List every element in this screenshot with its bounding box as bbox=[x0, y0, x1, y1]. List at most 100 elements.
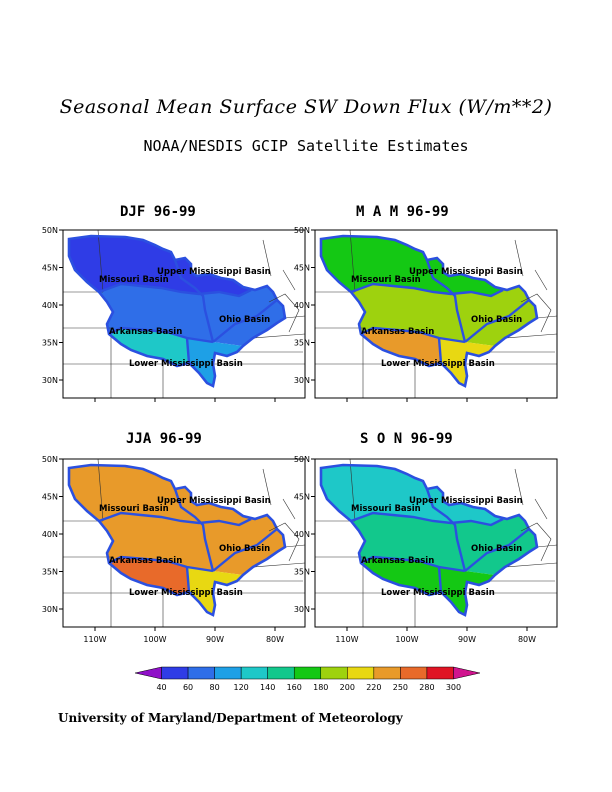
x-tick-label: 100W bbox=[143, 635, 166, 644]
y-tick-label: 45N bbox=[294, 493, 310, 502]
y-tick-label: 50N bbox=[294, 226, 310, 235]
state-boundary bbox=[534, 269, 548, 291]
basin-outline bbox=[67, 463, 287, 617]
colorbar-swatch bbox=[240, 666, 268, 680]
y-tick-label: 50N bbox=[42, 455, 58, 464]
basin-label: Upper Mississippi Basin bbox=[409, 267, 523, 277]
x-tick-label: 90W bbox=[206, 635, 224, 644]
panel-title-jja: JJA 96-99 bbox=[126, 431, 202, 447]
state-boundary bbox=[97, 229, 104, 293]
colorbar-label: 200 bbox=[340, 683, 355, 692]
basin-boundary bbox=[360, 326, 466, 344]
flux-region-southwest bbox=[109, 557, 189, 595]
x-tick-label: 110W bbox=[83, 635, 106, 644]
colorbar-label: 300 bbox=[446, 683, 461, 692]
basin-outline bbox=[319, 234, 539, 388]
state-boundary bbox=[349, 458, 356, 522]
colorbar-swatch bbox=[187, 666, 215, 680]
map-frame bbox=[314, 229, 558, 399]
colorbar-label: 250 bbox=[393, 683, 408, 692]
x-tick-label: 110W bbox=[335, 635, 358, 644]
basin-boundary bbox=[108, 326, 214, 344]
y-tick-label: 50N bbox=[42, 226, 58, 235]
y-tick-label: 45N bbox=[42, 264, 58, 273]
y-tick-label: 30N bbox=[294, 605, 310, 614]
basin-boundary bbox=[98, 282, 252, 298]
colorbar-swatch bbox=[267, 666, 295, 680]
flux-region-mid bbox=[99, 284, 285, 346]
basin-label: Lower Mississippi Basin bbox=[129, 359, 243, 369]
colorbar-label: 220 bbox=[366, 683, 381, 692]
basin-label: Ohio Basin bbox=[219, 315, 270, 325]
basin-label: Arkansas Basin bbox=[361, 327, 434, 337]
coastline bbox=[520, 293, 552, 333]
basin-boundary bbox=[437, 566, 443, 593]
x-tick-label: 80W bbox=[266, 635, 284, 644]
panel-title-djf: DJF 96-99 bbox=[120, 204, 196, 220]
colorbar-swatch bbox=[320, 666, 348, 680]
state-boundary bbox=[284, 544, 306, 548]
flux-region-north bbox=[321, 236, 503, 296]
y-tick-label: 45N bbox=[42, 493, 58, 502]
state-boundary bbox=[504, 562, 558, 568]
y-tick-label: 30N bbox=[42, 605, 58, 614]
basin-boundary bbox=[437, 337, 443, 364]
state-boundary bbox=[504, 333, 558, 339]
basin-boundary bbox=[185, 566, 191, 593]
state-boundary bbox=[282, 269, 296, 291]
colorbar-label: 160 bbox=[287, 683, 302, 692]
basin-boundary bbox=[425, 259, 467, 343]
y-tick-label: 40N bbox=[294, 301, 310, 310]
basin-outline bbox=[319, 463, 539, 617]
flux-region-mid bbox=[351, 513, 537, 575]
colorbar-swatch bbox=[426, 666, 454, 680]
basin-boundary bbox=[464, 299, 530, 343]
basin-label: Arkansas Basin bbox=[361, 556, 434, 566]
y-tick-label: 30N bbox=[42, 376, 58, 385]
state-boundary bbox=[252, 562, 306, 568]
y-tick-label: 35N bbox=[294, 339, 310, 348]
basin-label: Upper Mississippi Basin bbox=[157, 267, 271, 277]
colorbar-swatch bbox=[373, 666, 401, 680]
y-tick-label: 45N bbox=[294, 264, 310, 273]
figure-title: Seasonal Mean Surface SW Down Flux (W/m*… bbox=[59, 96, 553, 118]
basin-boundary bbox=[350, 282, 504, 298]
x-tick-label: 100W bbox=[395, 635, 418, 644]
colorbar-label: 280 bbox=[419, 683, 434, 692]
coastline bbox=[268, 522, 300, 562]
basin-boundary bbox=[108, 555, 214, 573]
colorbar-label: 120 bbox=[234, 683, 249, 692]
map-frame bbox=[62, 458, 306, 628]
flux-region-southwest bbox=[361, 328, 441, 366]
state-boundary bbox=[282, 498, 296, 520]
state-boundary bbox=[262, 239, 272, 277]
basin-boundary bbox=[173, 259, 215, 343]
y-tick-label: 40N bbox=[42, 530, 58, 539]
basin-boundary bbox=[212, 528, 278, 572]
coastline bbox=[520, 522, 552, 562]
basin-boundary bbox=[350, 511, 504, 527]
colorbar-swatch bbox=[214, 666, 242, 680]
x-tick-label: 80W bbox=[518, 635, 536, 644]
basin-label: Missouri Basin bbox=[351, 504, 421, 514]
basin-label: Missouri Basin bbox=[99, 275, 169, 285]
colorbar-swatch bbox=[134, 666, 162, 680]
colorbar-swatch bbox=[347, 666, 375, 680]
state-boundary bbox=[514, 468, 524, 506]
state-boundary bbox=[534, 498, 548, 520]
flux-region-mid bbox=[99, 513, 285, 575]
state-boundary bbox=[514, 239, 524, 277]
credit-line: University of Maryland/Department of Met… bbox=[58, 711, 403, 725]
state-boundary bbox=[262, 468, 272, 506]
basin-boundary bbox=[185, 337, 191, 364]
colorbar-label: 140 bbox=[260, 683, 275, 692]
y-tick-label: 40N bbox=[42, 301, 58, 310]
colorbar: 40 60 80 120 140 160 180 200 220 250 280 300 bbox=[134, 666, 481, 692]
flux-region-southwest bbox=[109, 328, 189, 366]
basin-boundary bbox=[173, 488, 215, 572]
colorbar-swatch bbox=[400, 666, 428, 680]
